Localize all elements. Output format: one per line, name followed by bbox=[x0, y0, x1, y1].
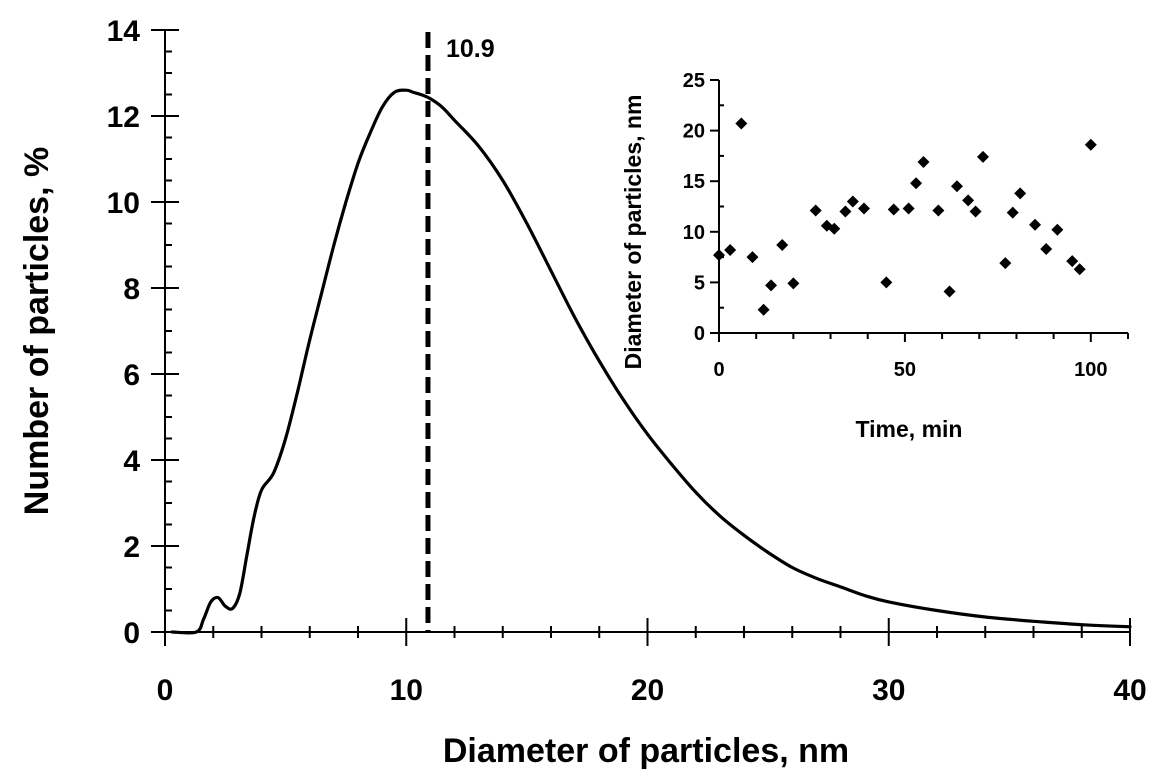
inset-data-point bbox=[828, 222, 841, 235]
inset-data-point bbox=[746, 251, 759, 264]
inset-x-tick-label: 50 bbox=[894, 359, 916, 381]
main-y-tick-label: 10 bbox=[107, 187, 140, 220]
inset-data-point bbox=[1029, 218, 1042, 231]
inset-data-point bbox=[976, 150, 989, 163]
main-x-axis-title: Diameter of particles, nm bbox=[443, 732, 849, 770]
inset-data-point bbox=[846, 195, 859, 208]
main-x-tick-label: 0 bbox=[157, 674, 174, 707]
main-x-tick-label: 20 bbox=[631, 674, 664, 707]
inset-data-point bbox=[999, 257, 1012, 270]
inset-data-point bbox=[1051, 223, 1064, 236]
inset-y-tick-label: 25 bbox=[683, 70, 705, 92]
inset-data-point bbox=[765, 279, 778, 292]
inset-data-points bbox=[713, 117, 1097, 316]
inset-data-point bbox=[943, 285, 956, 298]
inset-x-axis-title: Time, min bbox=[856, 416, 963, 442]
inset-data-point bbox=[713, 249, 725, 262]
inset-data-point bbox=[724, 244, 737, 257]
inset-data-point bbox=[902, 202, 915, 215]
inset-data-point bbox=[962, 194, 975, 207]
main-y-tick-label: 14 bbox=[107, 15, 141, 48]
distribution-curve bbox=[170, 88, 1132, 635]
main-tick-labels: 0 10 20 30 40 0 2 4 6 8 10 12 14 bbox=[107, 15, 1147, 707]
inset-data-point bbox=[932, 204, 945, 217]
inset-data-point bbox=[950, 180, 963, 193]
main-y-tick-label: 4 bbox=[123, 445, 140, 478]
inset-data-point bbox=[735, 117, 748, 130]
inset-tick-labels: 0 50 100 0 5 10 15 20 25 bbox=[683, 70, 1108, 381]
inset-x-tick-label: 100 bbox=[1074, 359, 1107, 381]
inset-y-tick-label: 20 bbox=[683, 121, 705, 143]
inset-data-point bbox=[858, 202, 871, 215]
inset-data-point bbox=[1006, 206, 1019, 219]
inset-data-point bbox=[917, 155, 930, 168]
inset-data-point bbox=[1073, 263, 1086, 276]
inset-chart: 0 50 100 0 5 10 15 20 25 Time, min Diameter of p… bbox=[620, 70, 1129, 442]
inset-y-tick-label: 15 bbox=[683, 171, 705, 193]
main-y-tick-label: 12 bbox=[107, 101, 140, 134]
inset-y-tick-label: 0 bbox=[694, 323, 705, 345]
inset-data-point bbox=[910, 177, 923, 190]
inset-data-point bbox=[887, 203, 900, 216]
inset-y-tick-label: 5 bbox=[694, 272, 705, 294]
inset-data-point bbox=[809, 204, 822, 217]
main-y-tick-label: 0 bbox=[123, 617, 140, 650]
reference-label: 10.9 bbox=[446, 35, 495, 63]
inset-data-point bbox=[1066, 255, 1079, 268]
inset-data-point bbox=[1084, 138, 1097, 151]
inset-data-point bbox=[880, 276, 893, 289]
main-y-tick-label: 6 bbox=[123, 359, 140, 392]
main-y-tick-label: 2 bbox=[123, 531, 140, 564]
inset-minor-ticks bbox=[719, 104, 1129, 339]
inset-data-point bbox=[787, 277, 800, 290]
inset-data-point bbox=[1014, 187, 1027, 200]
main-y-axis-title: Number of particles, % bbox=[18, 147, 56, 515]
inset-y-tick-label: 10 bbox=[683, 222, 705, 244]
inset-data-point bbox=[757, 303, 770, 316]
inset-data-point bbox=[839, 205, 852, 218]
main-chart: 0 10 20 30 40 0 2 4 6 8 10 12 14 10.9 Diameter of pa… bbox=[18, 15, 1147, 770]
inset-data-point bbox=[1040, 243, 1053, 256]
main-x-tick-label: 10 bbox=[390, 674, 423, 707]
main-x-tick-label: 30 bbox=[872, 674, 905, 707]
main-y-tick-label: 8 bbox=[123, 273, 140, 306]
inset-data-point bbox=[969, 205, 982, 218]
inset-y-axis-title: Diameter of particles, nm bbox=[620, 95, 646, 370]
inset-data-point bbox=[776, 238, 789, 251]
inset-x-tick-label: 0 bbox=[713, 359, 724, 381]
inset-major-ticks bbox=[710, 79, 1092, 342]
main-x-tick-label: 40 bbox=[1113, 674, 1146, 707]
